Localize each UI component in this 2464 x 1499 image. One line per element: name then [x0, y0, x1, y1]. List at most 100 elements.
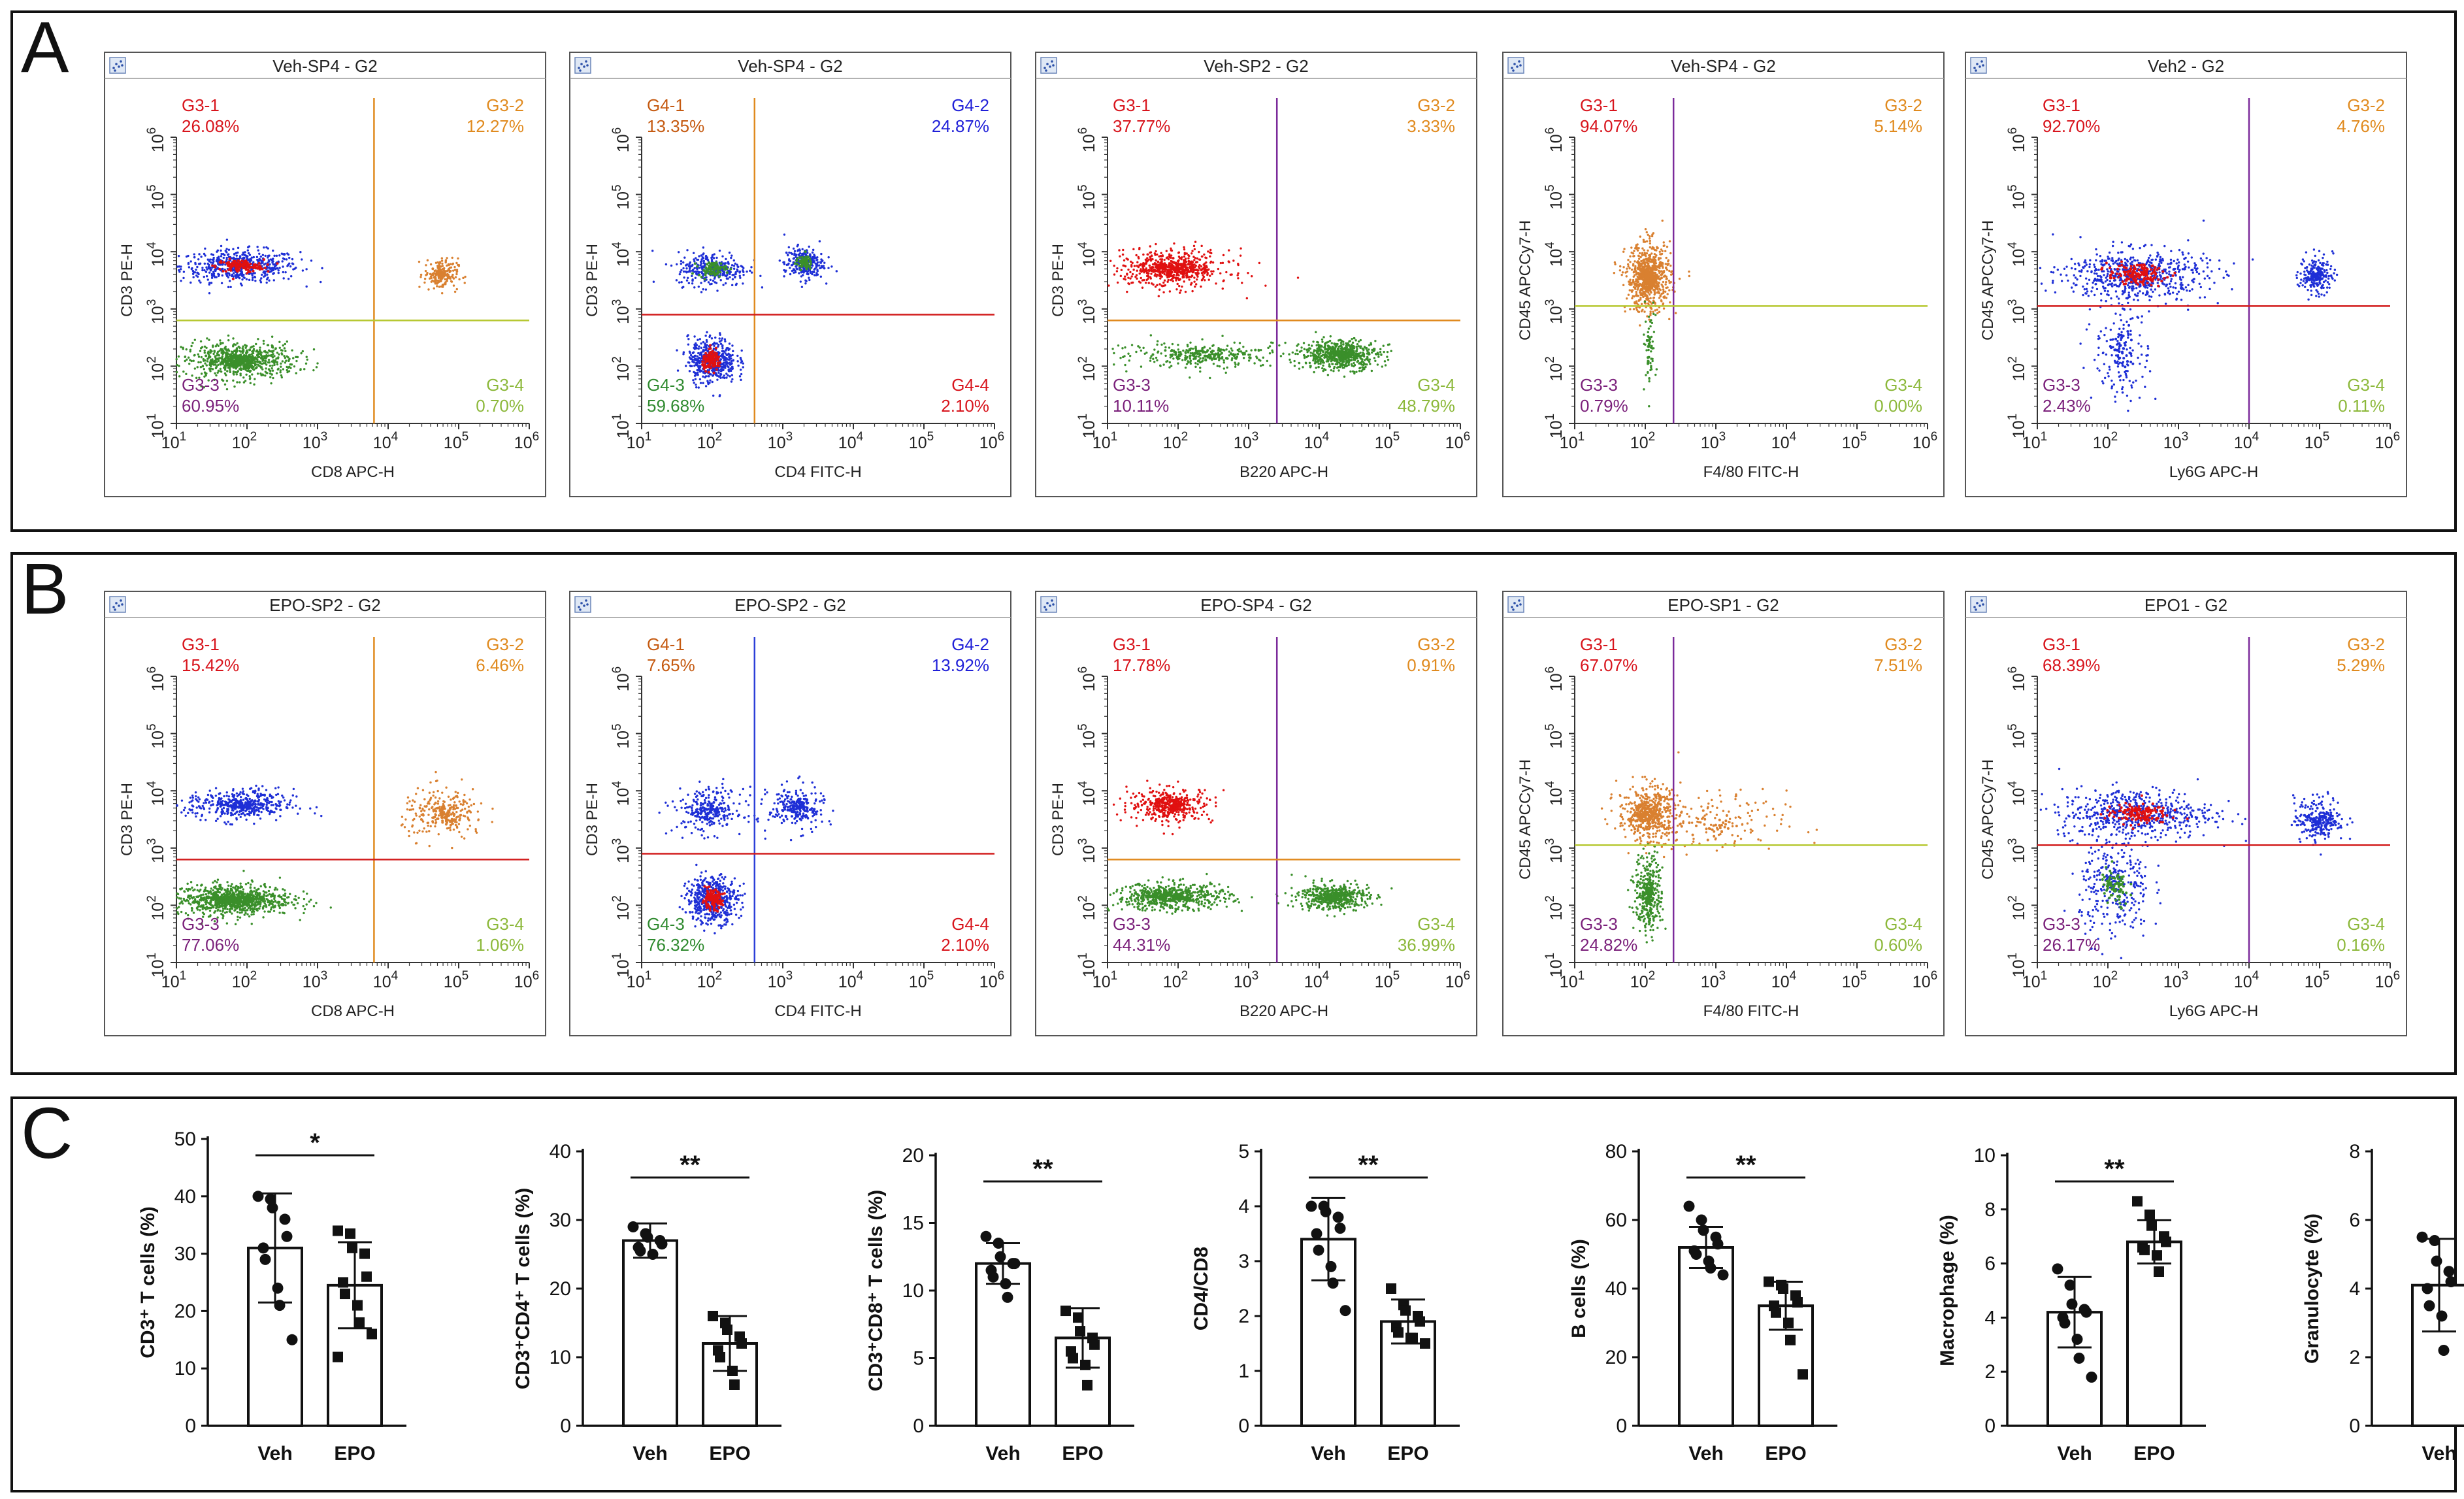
event-dot [453, 290, 457, 293]
event-dot [731, 278, 734, 281]
event-dot [1239, 254, 1242, 257]
event-dot [282, 265, 284, 268]
event-dot [243, 254, 246, 256]
event-dot [1327, 340, 1330, 343]
event-dot [687, 338, 690, 340]
event-dot [1175, 288, 1178, 291]
event-dot [703, 262, 706, 265]
event-dot [1373, 348, 1376, 350]
event-dot [260, 259, 263, 263]
event-dot [678, 281, 681, 284]
event-dot [425, 274, 427, 276]
event-dot [423, 278, 427, 280]
event-dot [715, 256, 718, 259]
event-dot-dense [716, 266, 719, 269]
quadrant-label: G3-4 [486, 375, 524, 395]
event-dot-dense [724, 265, 727, 268]
event-dot-dense [711, 270, 714, 273]
event-dot-dense [223, 364, 227, 367]
event-dot [289, 265, 292, 268]
event-dot [1359, 352, 1362, 354]
event-dot [452, 276, 454, 279]
event-dot-dense [715, 368, 718, 371]
event-dot [1268, 345, 1272, 348]
event-dot-dense [1161, 270, 1164, 273]
event-dot [1320, 359, 1323, 362]
event-dot [1217, 267, 1220, 271]
event-dot [1349, 344, 1351, 348]
event-dot [683, 256, 686, 259]
event-dot [1311, 352, 1314, 355]
event-dot [1113, 265, 1115, 267]
event-dot [811, 272, 813, 276]
event-dot [685, 267, 688, 270]
event-dot [1364, 365, 1367, 369]
event-dot-dense [434, 278, 437, 281]
event-dot [1223, 361, 1225, 364]
event-dot-dense [266, 263, 269, 266]
event-dot [1159, 277, 1162, 280]
flow-plot-title: Veh-SP4 - G2 [738, 56, 842, 76]
event-dot [1294, 352, 1297, 355]
event-dot [320, 280, 322, 284]
event-dot [1184, 290, 1187, 293]
event-dot [1207, 250, 1209, 253]
event-dot [740, 378, 742, 382]
event-dot [1181, 285, 1183, 288]
event-dot [1342, 343, 1345, 346]
event-dot [252, 255, 255, 259]
event-dot [182, 271, 186, 273]
event-dot [1187, 360, 1189, 363]
event-dot-dense [1190, 262, 1193, 265]
event-dot-dense [208, 363, 212, 367]
event-dot [1194, 285, 1196, 288]
event-dot [436, 285, 438, 288]
event-dot [262, 339, 265, 342]
event-dot [209, 352, 212, 354]
event-dot-dense [1144, 262, 1147, 265]
event-dot [284, 342, 287, 346]
event-dot-dense [1204, 354, 1207, 357]
event-dot [1289, 361, 1292, 364]
event-dot [190, 344, 193, 348]
event-dot [199, 347, 203, 350]
event-dot [1185, 252, 1188, 255]
event-dot-dense [233, 361, 237, 364]
event-dot-dense [704, 266, 708, 269]
event-dot [212, 256, 215, 259]
event-dot [300, 352, 303, 355]
event-dot-dense [1187, 260, 1191, 263]
event-dot [244, 251, 246, 254]
event-dot-dense [239, 359, 242, 362]
event-dot [1289, 358, 1291, 361]
event-dot-dense [1201, 347, 1204, 350]
event-dot [1228, 354, 1230, 357]
event-dot [1158, 288, 1161, 291]
event-dot-dense [1349, 359, 1353, 362]
event-dot-dense [261, 359, 265, 362]
event-dot [284, 356, 287, 359]
event-dot [725, 372, 728, 375]
event-dot [1201, 338, 1204, 341]
event-dot [1347, 342, 1349, 345]
event-dot [1247, 359, 1251, 362]
event-dot [1136, 269, 1138, 272]
event-dot [273, 363, 276, 367]
event-dot [1387, 358, 1390, 361]
event-dot [685, 365, 687, 367]
event-dot [1303, 355, 1306, 357]
event-dot [283, 347, 286, 350]
event-dot [203, 349, 206, 352]
event-dot [702, 350, 705, 353]
event-dot [698, 354, 702, 356]
event-dot-dense [702, 367, 706, 371]
event-dot [236, 342, 238, 345]
event-dot-dense [719, 271, 722, 274]
event-dot [241, 347, 244, 350]
event-dot-dense [809, 260, 812, 263]
event-dot [175, 358, 178, 361]
event-dot [1353, 345, 1355, 348]
event-dot [445, 278, 448, 281]
event-dot [724, 262, 727, 265]
event-dot [1307, 354, 1309, 357]
